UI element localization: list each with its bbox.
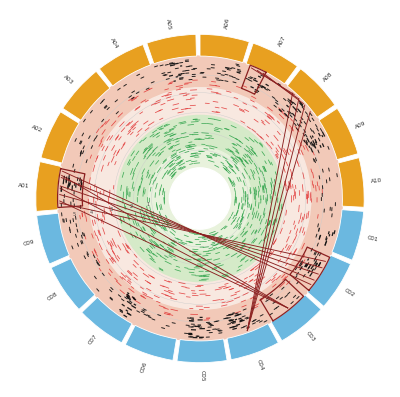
Text: C08: C08	[46, 291, 59, 302]
Wedge shape	[332, 210, 364, 260]
Text: C04: C04	[256, 359, 264, 372]
Wedge shape	[338, 158, 364, 207]
Text: C09: C09	[22, 239, 35, 247]
Text: C05: C05	[200, 370, 205, 382]
Text: 2: 2	[129, 204, 132, 210]
Text: C07: C07	[87, 333, 98, 345]
Wedge shape	[51, 258, 95, 309]
Text: 4: 4	[90, 210, 93, 214]
Wedge shape	[147, 35, 196, 64]
Wedge shape	[36, 162, 61, 211]
Text: 5: 5	[72, 212, 76, 217]
Circle shape	[89, 88, 311, 309]
Wedge shape	[125, 325, 176, 360]
Text: A03: A03	[62, 74, 74, 86]
Wedge shape	[319, 108, 358, 160]
Wedge shape	[82, 297, 132, 343]
Text: A06: A06	[224, 17, 230, 29]
Circle shape	[169, 168, 231, 229]
Text: C02: C02	[344, 288, 356, 298]
Wedge shape	[287, 69, 335, 118]
Wedge shape	[271, 295, 321, 341]
Wedge shape	[37, 213, 69, 264]
Text: A07: A07	[277, 35, 287, 48]
Text: C01: C01	[366, 235, 378, 243]
Text: A09: A09	[355, 120, 367, 129]
Text: A02: A02	[31, 124, 44, 133]
Circle shape	[117, 116, 283, 281]
Circle shape	[148, 147, 252, 250]
Wedge shape	[63, 71, 110, 120]
Circle shape	[58, 56, 342, 341]
Text: A01: A01	[18, 183, 29, 188]
Text: A08: A08	[322, 71, 334, 83]
Wedge shape	[307, 255, 350, 306]
Text: 1: 1	[147, 202, 150, 207]
Text: 3: 3	[110, 207, 113, 212]
Wedge shape	[227, 324, 278, 360]
Text: A04: A04	[109, 38, 119, 50]
Text: C06: C06	[140, 360, 149, 373]
Wedge shape	[41, 112, 79, 163]
Text: A10: A10	[370, 178, 382, 184]
Wedge shape	[200, 34, 249, 63]
Wedge shape	[177, 339, 227, 363]
Text: A05: A05	[165, 18, 172, 30]
Wedge shape	[99, 44, 150, 86]
Wedge shape	[246, 43, 297, 84]
Text: C03: C03	[305, 331, 316, 343]
